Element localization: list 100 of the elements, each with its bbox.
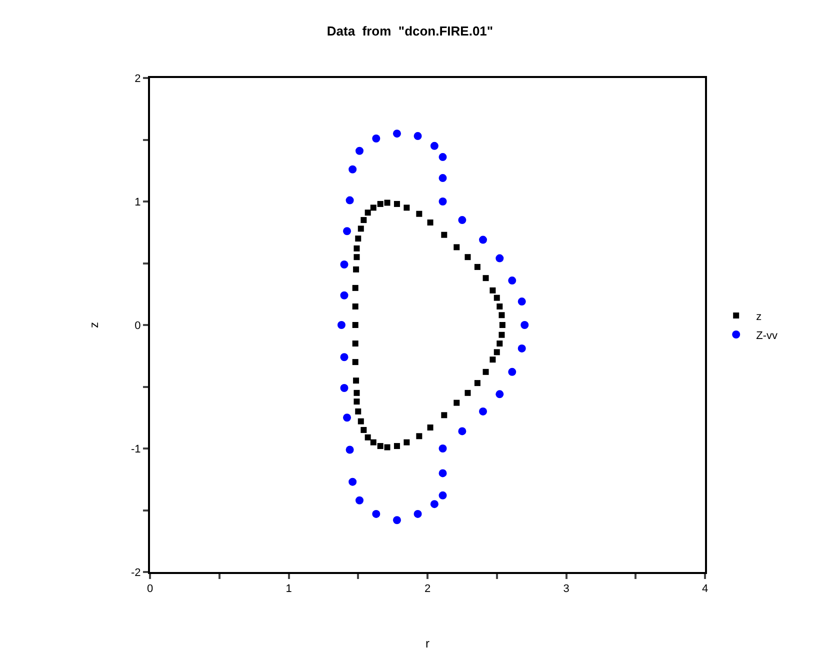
point <box>364 434 371 440</box>
x-tick-label: 2 <box>424 583 431 596</box>
point <box>352 340 358 347</box>
point <box>479 407 487 416</box>
y-axis-title: z <box>86 322 101 328</box>
x-axis-title: r <box>426 636 430 651</box>
legend-label: Z-vv <box>756 330 778 342</box>
point <box>355 408 362 414</box>
point <box>394 443 400 450</box>
point <box>372 134 380 143</box>
point <box>518 298 526 306</box>
point <box>438 198 447 206</box>
point <box>508 276 516 285</box>
point <box>494 294 500 301</box>
point <box>404 439 410 446</box>
point <box>372 510 380 518</box>
point <box>498 312 505 318</box>
point <box>458 427 466 436</box>
y-tick-label: 0 <box>134 320 141 332</box>
point <box>482 368 489 375</box>
point <box>441 412 448 418</box>
point <box>353 378 360 384</box>
point <box>352 303 358 310</box>
point <box>353 266 360 272</box>
point <box>343 414 352 422</box>
point <box>441 232 448 238</box>
point <box>518 344 526 352</box>
point <box>494 349 500 356</box>
point <box>392 130 401 138</box>
point <box>438 153 447 162</box>
y-tick-label: 2 <box>134 72 141 85</box>
point <box>414 510 422 518</box>
x-tick-label: 3 <box>563 583 570 596</box>
point <box>352 322 358 328</box>
point <box>370 204 376 211</box>
point <box>430 142 438 150</box>
x-tick-label: 0 <box>146 583 154 596</box>
point <box>340 384 348 392</box>
point <box>496 254 504 262</box>
point <box>370 439 376 446</box>
point <box>356 146 364 155</box>
point <box>360 426 367 433</box>
point <box>346 196 354 204</box>
y-tick-label: -1 <box>131 443 141 456</box>
point <box>490 356 496 363</box>
point <box>358 226 364 232</box>
y-tick-label: -2 <box>131 566 141 579</box>
point <box>414 132 422 140</box>
point <box>499 322 506 328</box>
point <box>355 236 362 242</box>
point <box>416 433 422 440</box>
point <box>346 446 354 454</box>
point <box>498 332 505 338</box>
point <box>464 390 471 396</box>
point <box>343 227 352 236</box>
point <box>427 424 434 431</box>
point <box>438 444 447 452</box>
point <box>496 340 503 347</box>
point <box>384 444 390 450</box>
point <box>464 254 471 260</box>
point <box>348 165 357 174</box>
point <box>416 210 422 217</box>
point <box>474 264 480 270</box>
point <box>454 400 460 406</box>
x-tick-label: 1 <box>286 583 292 596</box>
point <box>496 303 503 310</box>
chart-title: Data from "dcon.FIRE.01" <box>326 24 494 39</box>
point <box>340 291 348 300</box>
point <box>427 220 434 226</box>
point <box>364 210 371 216</box>
point <box>340 353 348 362</box>
point <box>377 443 384 450</box>
point <box>490 287 496 294</box>
point <box>438 469 447 478</box>
y-tick-label: 1 <box>134 196 141 208</box>
point <box>394 200 400 207</box>
point <box>482 275 489 282</box>
point <box>354 390 360 396</box>
point <box>356 496 364 504</box>
point <box>496 390 504 398</box>
point <box>404 204 410 211</box>
legend-label: z <box>756 310 762 323</box>
point <box>354 245 360 252</box>
point <box>360 217 367 224</box>
point <box>340 260 348 268</box>
point <box>438 491 447 500</box>
point <box>348 478 357 486</box>
point <box>358 418 364 424</box>
point <box>454 244 460 250</box>
point <box>377 200 384 207</box>
point <box>474 380 480 386</box>
point <box>458 216 466 224</box>
point <box>384 200 390 206</box>
point <box>352 359 358 366</box>
point <box>508 368 516 376</box>
point <box>430 500 438 508</box>
point <box>354 254 360 260</box>
x-tick-label: 4 <box>702 583 708 596</box>
point <box>520 321 529 329</box>
point <box>479 236 487 244</box>
